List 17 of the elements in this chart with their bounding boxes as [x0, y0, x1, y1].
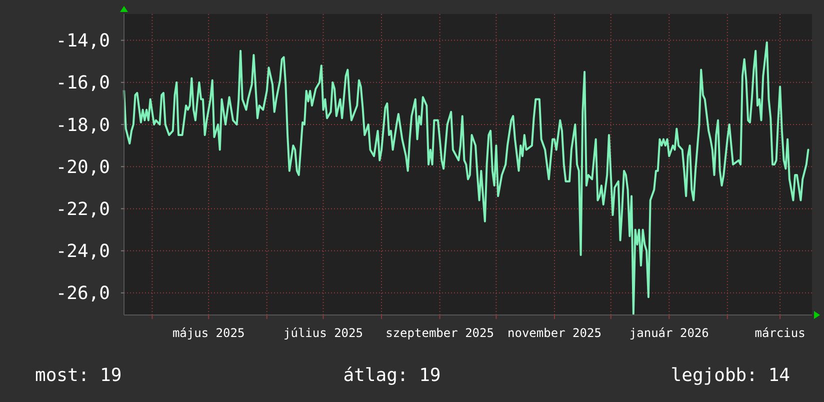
text: legjobb: 14 — [670, 365, 790, 386]
y-tick-label: -20,0 — [56, 156, 110, 178]
text: most: 19 — [35, 365, 122, 386]
y-tick-label: -26,0 — [56, 283, 110, 304]
y-tick-label: -18,0 — [56, 114, 110, 136]
x-tick-label: március — [754, 326, 806, 340]
x-tick-label: szeptember 2025 — [386, 326, 494, 340]
x-tick-label: május 2025 — [172, 326, 245, 340]
y-tick-label: -16,0 — [56, 72, 110, 94]
y-tick-label: -22,0 — [56, 199, 110, 220]
x-tick-label: november 2025 — [508, 326, 602, 340]
x-tick-label: január 2026 — [629, 326, 709, 340]
line-series — [123, 41, 810, 315]
text: átlag: 19 — [343, 365, 441, 386]
y-tick-label: -24,0 — [56, 241, 110, 262]
y-tick-label: -14,0 — [56, 30, 110, 52]
x-tick-label: július 2025 — [284, 326, 363, 340]
